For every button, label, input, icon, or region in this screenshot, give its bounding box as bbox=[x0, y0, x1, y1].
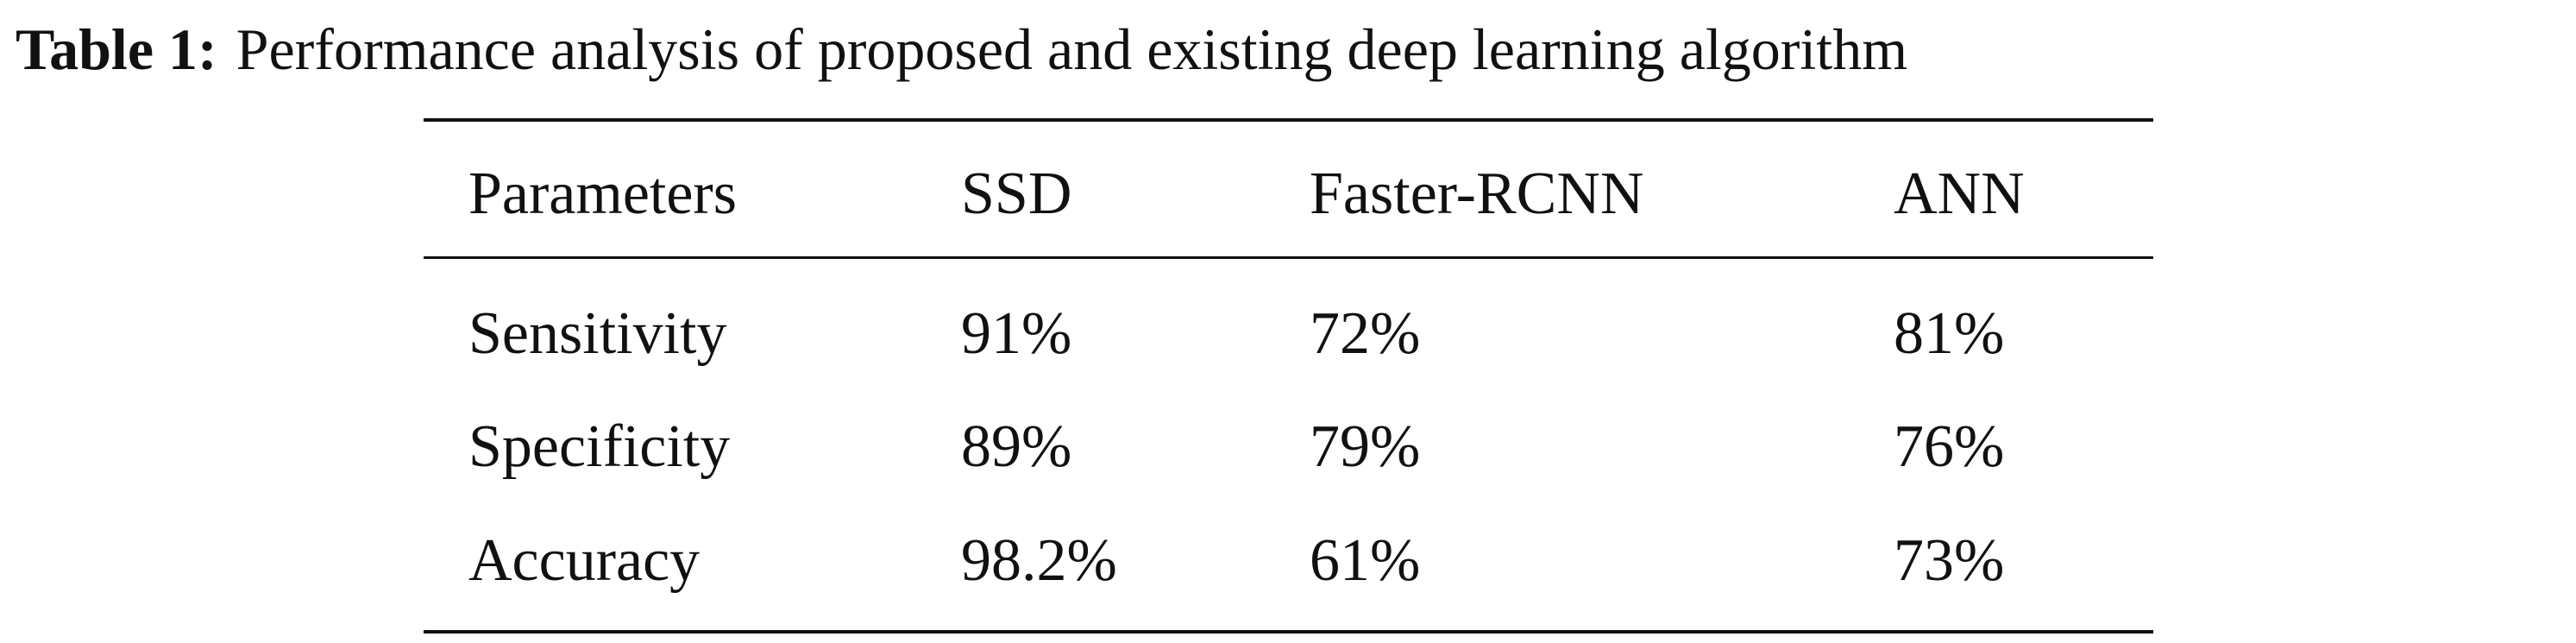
caption-text: Performance analysis of proposed and exi… bbox=[236, 16, 1908, 82]
header-cell: SSD bbox=[961, 161, 1072, 227]
table-cell: Specificity bbox=[468, 413, 731, 480]
table-cell: 89% bbox=[961, 413, 1072, 480]
table-cell: Sensitivity bbox=[468, 300, 727, 367]
table-cell: 61% bbox=[1310, 527, 1421, 594]
header-cell: ANN bbox=[1894, 161, 2025, 227]
table-cell: 79% bbox=[1310, 413, 1421, 480]
header-cell: Parameters bbox=[468, 161, 737, 227]
table-cell: 76% bbox=[1894, 413, 2005, 480]
caption-label: Table 1: bbox=[16, 16, 217, 82]
table-cell: Accuracy bbox=[468, 527, 701, 594]
table-cell: 98.2% bbox=[961, 527, 1117, 594]
table-caption: Table 1: Performance analysis of proposed… bbox=[16, 12, 1907, 86]
table-cell: 72% bbox=[1310, 300, 1421, 367]
mid-rule bbox=[424, 256, 2153, 259]
table-cell: 81% bbox=[1894, 300, 2005, 367]
table-cell: 91% bbox=[961, 300, 1072, 367]
header-cell: Faster-RCNN bbox=[1310, 161, 1644, 227]
table-cell: 73% bbox=[1894, 527, 2005, 594]
bottom-rule bbox=[424, 630, 2153, 634]
top-rule bbox=[424, 118, 2153, 122]
